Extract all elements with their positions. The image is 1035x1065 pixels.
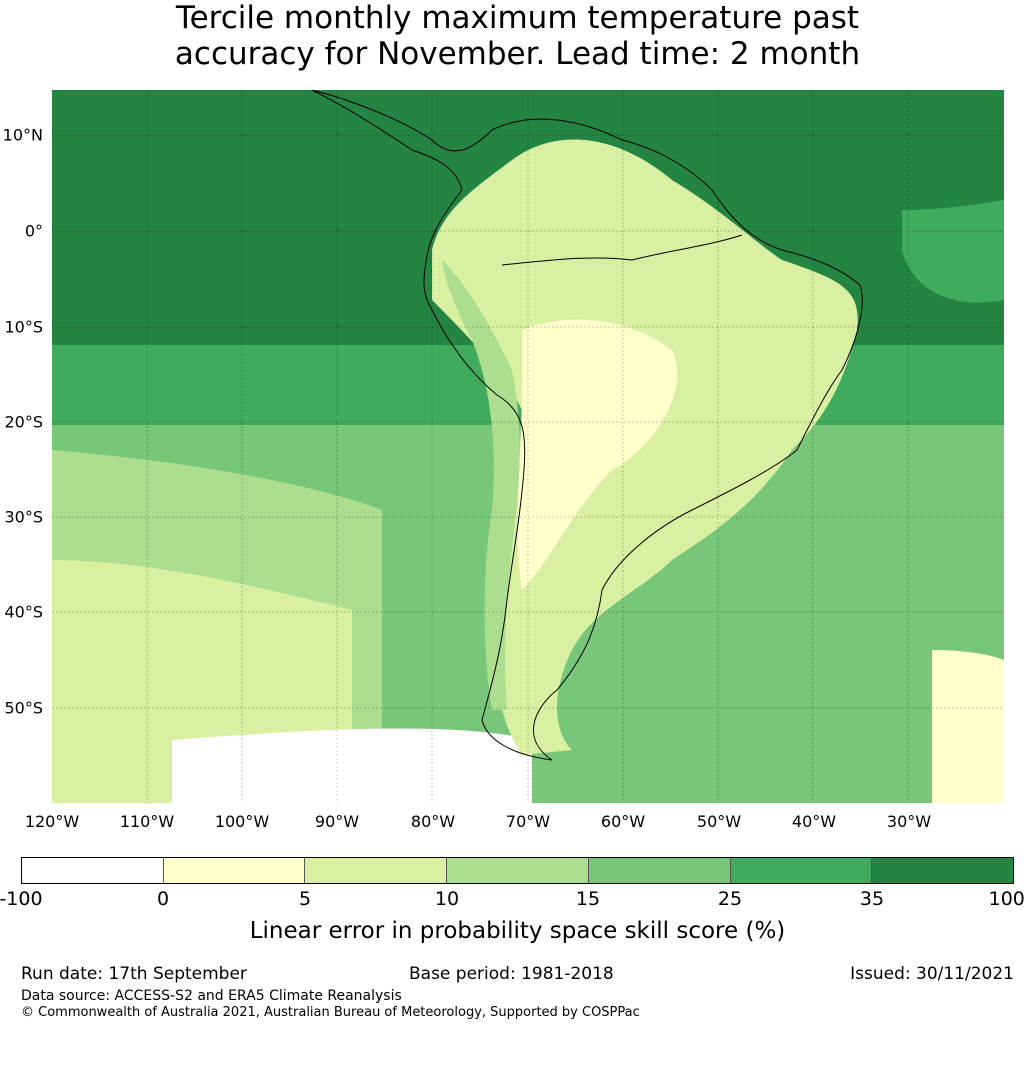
lat-label-10n: 10°N	[2, 125, 43, 145]
lon-label-50w: 50°W	[696, 812, 742, 831]
coastline	[311, 90, 863, 761]
colorbar-tick: 0	[156, 888, 170, 910]
south-america-interior-light	[517, 319, 678, 590]
lat-label-50s: 50°S	[4, 698, 43, 718]
lon-label-90w: 90°W	[314, 812, 360, 831]
colorbar-swatch	[305, 858, 448, 883]
colorbar-tick: 5	[298, 888, 312, 910]
southern-ocean-white-zone	[172, 728, 532, 803]
title-line-2: accuracy for November. Lead time: 2 mont…	[174, 36, 861, 72]
amazon-river	[501, 234, 743, 266]
lon-label-80w: 80°W	[410, 812, 456, 831]
skill-score-map	[52, 90, 1004, 803]
colorbar-tick: 35	[859, 888, 885, 910]
lon-label-60w: 60°W	[600, 812, 646, 831]
graticule	[52, 90, 1004, 803]
colorbar-tick: 10	[434, 888, 460, 910]
lon-label-100w: 100°W	[214, 812, 270, 831]
south-atlantic-light-zone	[932, 650, 1004, 803]
colorbar-swatch	[730, 858, 873, 883]
lat-label-0: 0°	[24, 221, 43, 241]
colorbar-tick: 100	[988, 888, 1025, 910]
lat-label-10s: 10°S	[4, 317, 43, 337]
lat-label-20s: 20°S	[4, 412, 43, 432]
south-america-landmass	[432, 139, 858, 755]
colorbar-tick: -100	[0, 888, 43, 910]
issued-date: Issued: 30/11/2021	[850, 964, 1014, 984]
run-date: Run date: 17th September	[21, 964, 247, 984]
lon-label-70w: 70°W	[505, 812, 551, 831]
lat-label-30s: 30°S	[4, 507, 43, 527]
colorbar-swatch	[872, 858, 1014, 883]
colorbar-swatch	[163, 858, 306, 883]
colorbar-swatch	[447, 858, 589, 883]
colorbar-tick: 25	[717, 888, 743, 910]
lon-label-40w: 40°W	[791, 812, 837, 831]
map-title: Tercile monthly maximum temperature past…	[0, 0, 1035, 72]
lon-label-110w: 110°W	[119, 812, 175, 831]
data-source: Data source: ACCESS-S2 and ERA5 Climate …	[21, 988, 402, 1004]
colorbar-tick: 15	[575, 888, 601, 910]
colorbar-label: Linear error in probability space skill …	[249, 918, 786, 944]
lon-label-120w: 120°W	[24, 812, 80, 831]
base-period: Base period: 1981-2018	[409, 964, 614, 984]
colorbar	[21, 857, 1014, 884]
lon-label-30w: 30°W	[886, 812, 932, 831]
andes-band	[442, 260, 520, 710]
atlantic-patch	[902, 200, 1004, 303]
title-line-1: Tercile monthly maximum temperature past	[175, 0, 860, 36]
colorbar-swatch	[22, 858, 164, 883]
copyright: © Commonwealth of Australia 2021, Austra…	[21, 1005, 640, 1020]
lat-label-40s: 40°S	[4, 602, 43, 622]
colorbar-swatch	[588, 858, 731, 883]
